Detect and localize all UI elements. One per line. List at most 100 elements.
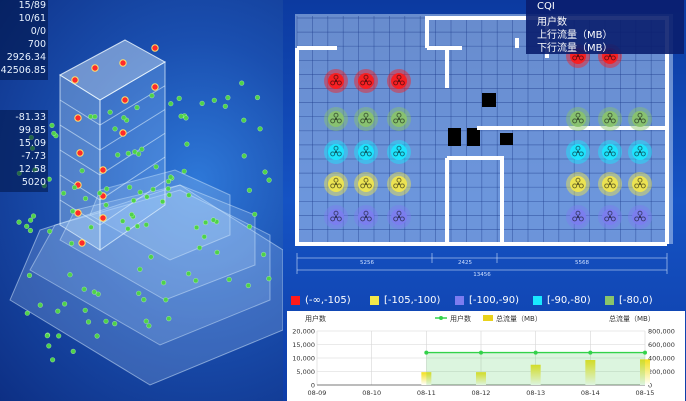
user-dot-icon[interactable] — [121, 115, 127, 121]
user-dot-icon[interactable] — [71, 184, 78, 190]
user-dot-icon[interactable] — [51, 130, 57, 136]
user-dot-icon[interactable] — [120, 218, 126, 224]
building-3d-view[interactable]: 15/89 10/61 0/0 700 2926.34 42506.85 -81… — [0, 0, 283, 401]
user-dot-icon[interactable] — [81, 286, 87, 292]
floor-plan[interactable]: 5256 2425 5568 13456 — [287, 8, 685, 284]
bar[interactable] — [530, 364, 541, 385]
user-dot-icon[interactable] — [141, 297, 147, 303]
signal-marker-icon[interactable] — [151, 83, 159, 91]
user-dot-icon[interactable] — [166, 316, 172, 322]
signal-marker-icon[interactable] — [119, 59, 127, 67]
user-dot-icon[interactable] — [136, 290, 142, 296]
signal-marker-icon[interactable] — [119, 129, 127, 137]
signal-marker-icon[interactable] — [324, 205, 348, 229]
user-dot-icon[interactable] — [112, 321, 118, 327]
user-dot-icon[interactable] — [246, 224, 253, 230]
user-dot-icon[interactable] — [222, 103, 228, 109]
user-dot-icon[interactable] — [28, 217, 34, 223]
signal-marker-icon[interactable] — [354, 172, 378, 196]
user-dot-icon[interactable] — [24, 223, 30, 229]
user-dot-icon[interactable] — [163, 297, 169, 303]
bar[interactable] — [585, 360, 596, 385]
user-dot-icon[interactable] — [186, 192, 192, 198]
user-dot-icon[interactable] — [149, 92, 155, 99]
user-dot-icon[interactable] — [104, 186, 110, 192]
signal-marker-icon[interactable] — [628, 107, 652, 131]
user-dot-icon[interactable] — [137, 189, 143, 195]
signal-marker-icon[interactable] — [598, 140, 622, 164]
user-dot-icon[interactable] — [184, 141, 190, 147]
signal-marker-icon[interactable] — [324, 107, 348, 131]
signal-marker-icon[interactable] — [628, 140, 652, 164]
user-dot-icon[interactable] — [47, 228, 53, 234]
signal-marker-icon[interactable] — [324, 140, 348, 164]
traffic-chart[interactable]: 用户数 总流量（MB） 用户数 总流量（MB） 20,000 15,000 10,0… — [287, 311, 685, 401]
user-dot-icon[interactable] — [165, 178, 172, 184]
user-dot-icon[interactable] — [91, 289, 97, 295]
user-dot-icon[interactable] — [95, 291, 101, 297]
user-dot-icon[interactable] — [226, 276, 232, 283]
signal-marker-icon[interactable] — [121, 96, 129, 104]
signal-marker-icon[interactable] — [76, 149, 84, 157]
user-dot-icon[interactable] — [88, 224, 94, 230]
signal-marker-icon[interactable] — [324, 69, 348, 93]
user-dot-icon[interactable] — [49, 122, 55, 128]
signal-marker-icon[interactable] — [387, 107, 411, 131]
signal-marker-icon[interactable] — [387, 205, 411, 229]
user-dot-icon[interactable] — [239, 80, 245, 86]
user-dot-icon[interactable] — [203, 219, 209, 226]
user-dot-icon[interactable] — [245, 282, 251, 289]
user-dot-icon[interactable] — [181, 168, 187, 174]
user-dot-icon[interactable] — [199, 100, 205, 106]
bar[interactable] — [421, 372, 432, 385]
user-dot-icon[interactable] — [55, 308, 61, 314]
signal-marker-icon[interactable] — [566, 172, 590, 196]
user-dot-icon[interactable] — [16, 219, 22, 225]
user-dot-icon[interactable] — [266, 276, 272, 282]
cqi-legend-item[interactable]: [-90,-80) — [533, 294, 591, 306]
user-dot-icon[interactable] — [60, 190, 67, 196]
user-dot-icon[interactable] — [150, 186, 156, 192]
user-dot-icon[interactable] — [165, 186, 171, 192]
cqi-legend-item[interactable]: (-∞,-105) — [291, 294, 351, 306]
line-point[interactable] — [479, 350, 483, 355]
signal-marker-icon[interactable] — [354, 205, 378, 229]
signal-marker-icon[interactable] — [71, 76, 79, 84]
user-dot-icon[interactable] — [82, 195, 89, 202]
user-dot-icon[interactable] — [129, 212, 135, 218]
user-dot-icon[interactable] — [125, 226, 131, 232]
user-dot-icon[interactable] — [103, 318, 109, 324]
user-dot-icon[interactable] — [176, 95, 182, 101]
user-dot-icon[interactable] — [139, 146, 145, 152]
signal-marker-icon[interactable] — [354, 107, 378, 131]
user-dot-icon[interactable] — [252, 211, 258, 217]
user-dot-icon[interactable] — [193, 278, 199, 284]
user-dot-icon[interactable] — [168, 101, 174, 107]
signal-marker-icon[interactable] — [354, 69, 378, 93]
user-dot-icon[interactable] — [30, 213, 37, 219]
user-dot-icon[interactable] — [137, 266, 143, 272]
user-dot-icon[interactable] — [197, 245, 203, 251]
user-dot-icon[interactable] — [70, 348, 76, 355]
user-dot-icon[interactable] — [201, 234, 207, 240]
user-dot-icon[interactable] — [92, 113, 98, 120]
user-dot-icon[interactable] — [56, 333, 62, 339]
user-dot-icon[interactable] — [168, 174, 174, 180]
user-dot-icon[interactable] — [210, 217, 216, 223]
line-point[interactable] — [424, 350, 429, 355]
user-dot-icon[interactable] — [27, 227, 34, 234]
user-dot-icon[interactable] — [194, 224, 200, 231]
cqi-legend-item[interactable]: [-80,0) — [605, 294, 653, 306]
line-point[interactable] — [588, 350, 593, 355]
user-dot-icon[interactable] — [68, 240, 75, 246]
user-dot-icon[interactable] — [246, 187, 252, 193]
user-dot-icon[interactable] — [211, 97, 217, 103]
user-dot-icon[interactable] — [143, 318, 149, 324]
user-dot-icon[interactable] — [186, 271, 192, 277]
signal-marker-icon[interactable] — [74, 209, 82, 217]
user-dot-icon[interactable] — [266, 177, 272, 183]
user-dot-icon[interactable] — [61, 301, 68, 307]
user-dot-icon[interactable] — [24, 310, 30, 316]
bar[interactable] — [640, 359, 650, 385]
signal-marker-icon[interactable] — [354, 140, 378, 164]
